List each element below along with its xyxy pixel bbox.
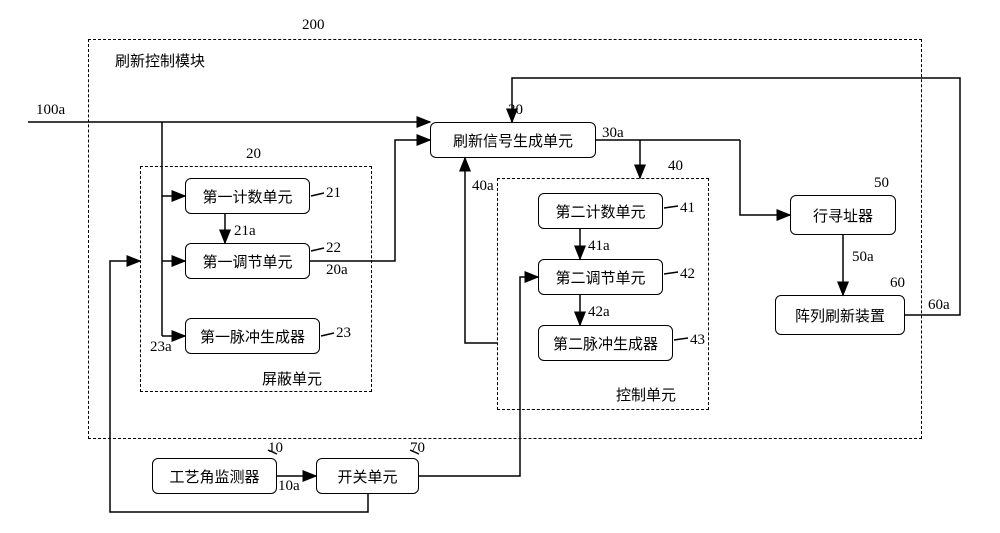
label-42a: 42a: [588, 304, 610, 321]
box-23: 第一脉冲生成器: [185, 318, 320, 354]
box-41: 第二计数单元: [538, 193, 663, 229]
box-60-text: 阵列刷新装置: [795, 305, 885, 326]
box-42: 第二调节单元: [538, 259, 663, 295]
label-43: 43: [690, 332, 705, 349]
label-23a: 23a: [150, 339, 172, 356]
box-43: 第二脉冲生成器: [538, 325, 673, 361]
label-22: 22: [326, 240, 341, 257]
box-60: 阵列刷新装置: [775, 295, 905, 335]
label-100a: 100a: [36, 102, 65, 119]
box-23-text: 第一脉冲生成器: [200, 326, 305, 347]
label-40a: 40a: [472, 178, 494, 195]
box-41-text: 第二计数单元: [555, 201, 645, 222]
box-30-text: 刷新信号生成单元: [453, 130, 573, 151]
label-shield: 屏蔽单元: [262, 368, 322, 389]
box-70: 开关单元: [316, 458, 419, 494]
module-title: 刷新控制模块: [115, 50, 205, 71]
label-70: 70: [410, 440, 425, 457]
label-40: 40: [668, 158, 683, 175]
box-43-text: 第二脉冲生成器: [553, 333, 658, 354]
box-22-text: 第一调节单元: [202, 251, 292, 272]
label-30: 30: [508, 102, 523, 119]
label-21: 21: [326, 185, 341, 202]
label-50: 50: [874, 175, 889, 192]
label-41: 41: [680, 200, 695, 217]
label-10: 10: [268, 440, 283, 457]
box-50: 行寻址器: [790, 195, 896, 235]
box-21-text: 第一计数单元: [202, 186, 292, 207]
label-10a: 10a: [278, 478, 300, 495]
module-num: 200: [302, 17, 325, 34]
label-20a: 20a: [326, 262, 348, 279]
box-10: 工艺角监测器: [152, 458, 277, 494]
box-50-text: 行寻址器: [813, 205, 873, 226]
label-20: 20: [246, 146, 261, 163]
box-42-text: 第二调节单元: [555, 267, 645, 288]
label-21a: 21a: [234, 223, 256, 240]
label-42: 42: [680, 266, 695, 283]
box-30: 刷新信号生成单元: [430, 122, 596, 158]
label-60: 60: [890, 275, 905, 292]
box-10-text: 工艺角监测器: [169, 466, 259, 487]
label-50a: 50a: [852, 249, 874, 266]
label-41a: 41a: [588, 238, 610, 255]
box-22: 第一调节单元: [185, 243, 310, 279]
label-30a: 30a: [602, 125, 624, 142]
label-60a: 60a: [928, 297, 950, 314]
box-21: 第一计数单元: [185, 178, 310, 214]
label-ctrl: 控制单元: [616, 384, 676, 405]
label-23: 23: [336, 325, 351, 342]
box-70-text: 开关单元: [337, 466, 397, 487]
